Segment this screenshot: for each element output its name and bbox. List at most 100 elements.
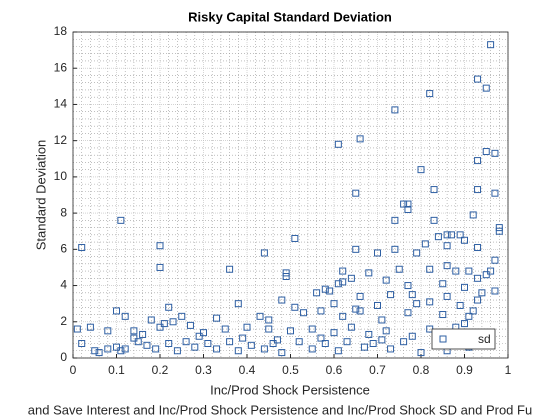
- marker: [352, 245, 360, 253]
- marker: [182, 338, 190, 346]
- marker: [243, 323, 251, 331]
- marker: [474, 157, 482, 165]
- marker: [239, 334, 247, 342]
- marker: [404, 309, 412, 317]
- marker: [443, 262, 451, 270]
- marker: [165, 340, 173, 348]
- marker: [321, 340, 329, 348]
- marker: [204, 340, 212, 348]
- marker: [404, 282, 412, 290]
- marker: [334, 347, 342, 355]
- marker: [352, 189, 360, 197]
- marker: [134, 338, 142, 346]
- marker: [461, 320, 468, 328]
- marker: [195, 332, 203, 340]
- marker: [160, 320, 168, 328]
- marker: [121, 345, 129, 353]
- y-tick-label: 16: [54, 60, 68, 74]
- marker: [78, 244, 86, 252]
- x-tick-label: 0.3: [195, 363, 212, 377]
- marker: [104, 327, 112, 335]
- marker: [474, 274, 482, 282]
- marker: [369, 340, 377, 348]
- marker: [347, 323, 355, 331]
- marker: [400, 200, 408, 208]
- marker: [430, 216, 438, 224]
- marker: [365, 330, 373, 338]
- marker: [491, 149, 499, 157]
- marker: [461, 283, 468, 291]
- marker: [200, 329, 207, 337]
- marker: [478, 289, 486, 297]
- marker: [495, 227, 503, 235]
- marker: [339, 312, 347, 320]
- marker: [256, 312, 264, 320]
- y-tick-label: 0: [60, 350, 67, 364]
- marker: [339, 267, 347, 275]
- marker: [156, 263, 164, 271]
- marker: [456, 301, 464, 309]
- marker: [273, 336, 281, 344]
- marker: [482, 271, 490, 279]
- marker: [130, 334, 138, 342]
- marker: [491, 256, 499, 264]
- legend-box: [431, 328, 496, 350]
- marker: [308, 325, 316, 333]
- marker: [417, 349, 425, 357]
- marker: [408, 291, 416, 299]
- marker: [265, 325, 273, 333]
- marker: [173, 347, 181, 355]
- marker: [382, 276, 390, 284]
- marker: [356, 135, 364, 143]
- marker: [130, 327, 138, 335]
- marker: [374, 249, 381, 257]
- marker: [260, 345, 268, 353]
- marker: [143, 341, 151, 349]
- marker: [456, 231, 464, 239]
- marker: [356, 292, 364, 300]
- legend-label: sd: [478, 332, 491, 346]
- marker: [226, 265, 234, 273]
- y-tick-label: 10: [54, 169, 68, 183]
- marker: [291, 234, 299, 242]
- marker: [413, 300, 421, 308]
- marker: [391, 216, 399, 224]
- marker: [482, 84, 490, 92]
- x-tick-label: 0.5: [282, 363, 299, 377]
- x-tick-label: 0.9: [456, 363, 473, 377]
- marker: [213, 345, 221, 353]
- marker: [221, 325, 229, 333]
- marker: [165, 303, 173, 311]
- marker: [474, 244, 482, 252]
- marker: [86, 323, 94, 331]
- y-tick-label: 14: [54, 97, 68, 111]
- x-tick-label: 1: [505, 363, 512, 377]
- marker: [156, 242, 164, 250]
- x-tick-label: 0.6: [326, 363, 343, 377]
- marker: [365, 269, 373, 277]
- marker: [374, 301, 381, 309]
- y-tick-label: 6: [60, 242, 67, 256]
- y-tick-label: 12: [54, 133, 68, 147]
- marker: [226, 338, 234, 346]
- marker: [117, 347, 125, 355]
- marker: [395, 265, 403, 273]
- marker: [321, 285, 329, 293]
- marker: [465, 267, 473, 275]
- marker: [378, 336, 386, 344]
- marker: [360, 343, 368, 351]
- marker: [169, 318, 177, 326]
- marker: [408, 332, 416, 340]
- x-tick-label: 0: [70, 363, 77, 377]
- marker: [278, 349, 286, 357]
- marker: [352, 305, 360, 313]
- marker: [378, 316, 386, 324]
- marker: [247, 341, 255, 349]
- marker: [330, 329, 338, 337]
- chart-title: Risky Capital Standard Deviation: [188, 9, 392, 24]
- y-tick-label: 4: [60, 278, 67, 292]
- marker: [413, 249, 421, 257]
- marker: [469, 211, 477, 219]
- marker: [482, 148, 490, 156]
